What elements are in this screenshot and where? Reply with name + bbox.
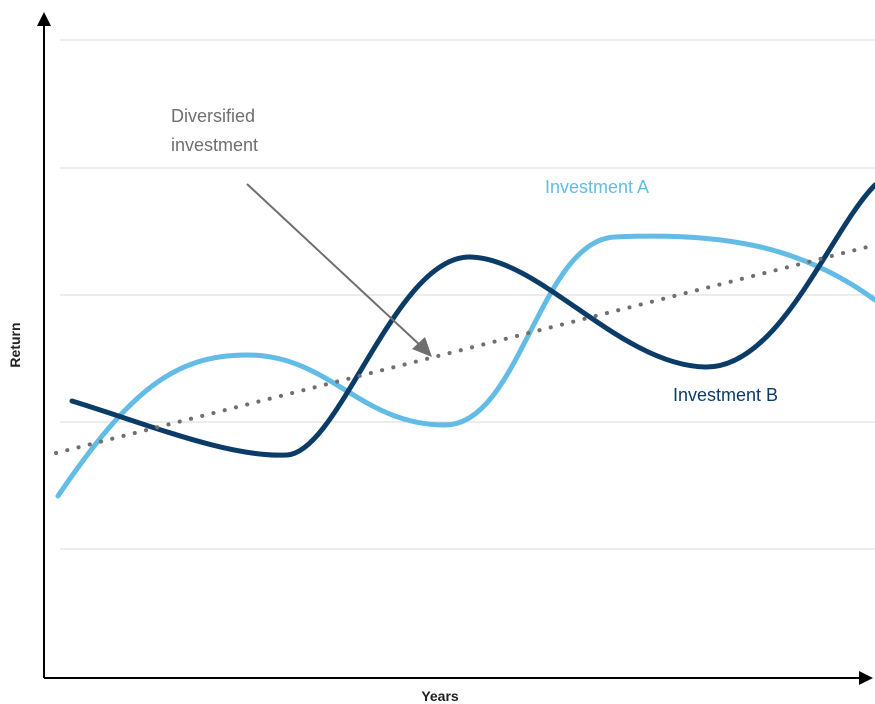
grid — [60, 39, 875, 550]
annotation-arrow-line — [246, 183, 423, 348]
x-axis-label: Years — [421, 688, 459, 704]
annotation-diversified: Diversified investment — [171, 106, 432, 357]
series-line-investment-b — [69, 182, 875, 458]
series-labels: Investment A Investment B — [545, 177, 778, 405]
x-axis-arrowhead — [859, 671, 873, 685]
series-line-diversified — [54, 243, 875, 455]
y-axis-arrowhead — [37, 12, 51, 26]
axes — [37, 12, 873, 685]
series-layer — [54, 182, 875, 499]
annotation-text-line-2: investment — [171, 135, 258, 155]
series-label-investment-b: Investment B — [673, 385, 778, 405]
series-line-investment-a — [55, 233, 875, 499]
series-label-investment-a: Investment A — [545, 177, 649, 197]
y-axis-label: Return — [7, 322, 23, 367]
annotation-text-line-1: Diversified — [171, 106, 255, 126]
annotation-arrowhead — [412, 337, 432, 357]
